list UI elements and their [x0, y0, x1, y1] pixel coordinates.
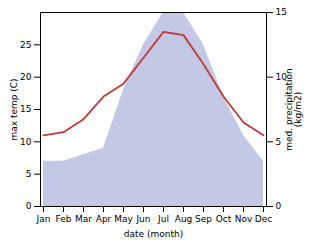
svg-text:date (month): date (month) [124, 229, 183, 239]
svg-text:Jan: Jan [36, 214, 51, 224]
svg-text:Aug: Aug [175, 214, 193, 224]
svg-text:20: 20 [20, 72, 32, 82]
svg-text:25: 25 [20, 40, 31, 50]
svg-text:May: May [114, 214, 133, 224]
svg-text:15: 15 [20, 104, 31, 114]
svg-text:med. precipitation(kg/m2): med. precipitation(kg/m2) [284, 68, 303, 150]
svg-text:Jun: Jun [135, 214, 150, 224]
svg-text:15: 15 [276, 7, 287, 17]
svg-text:0: 0 [276, 201, 282, 211]
svg-text:0: 0 [26, 201, 32, 211]
svg-text:10: 10 [20, 137, 32, 147]
svg-text:Mar: Mar [75, 214, 92, 224]
svg-text:5: 5 [276, 137, 282, 147]
svg-text:Oct: Oct [216, 214, 232, 224]
svg-text:10: 10 [275, 72, 287, 82]
svg-text:Feb: Feb [56, 214, 72, 224]
svg-text:Dec: Dec [255, 214, 272, 224]
svg-text:Sep: Sep [195, 214, 212, 224]
svg-text:max temp (C): max temp (C) [9, 78, 19, 140]
svg-text:Jul: Jul [157, 214, 169, 224]
svg-text:Apr: Apr [96, 214, 112, 224]
svg-text:Nov: Nov [235, 214, 253, 224]
svg-text:5: 5 [26, 169, 32, 179]
